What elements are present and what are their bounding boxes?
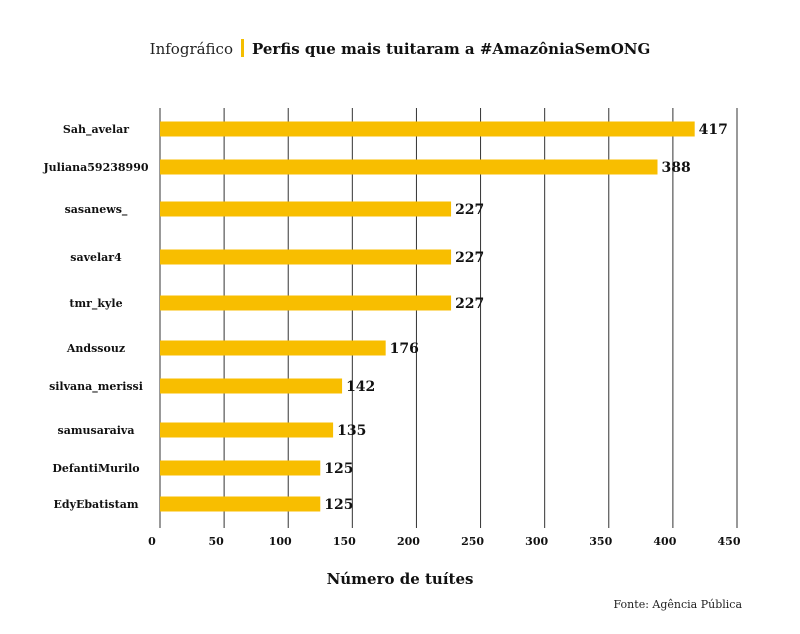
bar <box>160 159 658 175</box>
value-label: 388 <box>662 160 691 176</box>
bar <box>160 496 321 512</box>
category-label: silvana_merissi <box>49 380 143 394</box>
x-tick-label: 200 <box>397 535 420 548</box>
x-tick-label: 150 <box>333 535 356 548</box>
value-label: 417 <box>699 122 728 138</box>
bar <box>160 201 452 217</box>
bar <box>160 460 321 476</box>
source-note: Fonte: Agência Pública <box>613 598 742 611</box>
header-kicker: Infográfico <box>149 40 233 58</box>
header-separator <box>241 39 244 57</box>
category-label: tmr_kyle <box>69 297 122 311</box>
x-tick-label: 0 <box>148 535 156 548</box>
bar <box>160 422 334 438</box>
category-label: sasanews_ <box>65 203 128 217</box>
bar <box>160 249 452 265</box>
chart-header: Infográfico Perfis que mais tuitaram a #A… <box>0 38 800 60</box>
category-label: DefantiMurilo <box>52 462 139 475</box>
bars <box>160 121 695 512</box>
x-tick-label: 50 <box>208 535 224 548</box>
bar <box>160 121 695 137</box>
value-label: 142 <box>346 379 375 395</box>
category-labels: Sah_avelar Juliana59238990 sasanews_savela… <box>42 123 148 511</box>
x-tick-label: 100 <box>269 535 292 548</box>
category-label: Juliana59238990 <box>42 161 148 174</box>
value-label: 227 <box>455 296 484 312</box>
x-tick-label: 350 <box>589 535 612 548</box>
x-tick-label: 300 <box>525 535 548 548</box>
value-label: 125 <box>324 461 353 477</box>
grid-lines <box>159 108 738 528</box>
value-label: 125 <box>324 497 353 513</box>
category-label: Sah_avelar <box>63 123 129 137</box>
bar <box>160 295 452 311</box>
value-label: 227 <box>455 250 484 266</box>
x-tick-label: 250 <box>461 535 484 548</box>
category-label: EdyEbatistam <box>54 498 139 511</box>
value-label: 227 <box>455 202 484 218</box>
chart-title: Perfis que mais tuitaram a #AmazôniaSemO… <box>252 40 651 58</box>
x-tick-label: 400 <box>653 535 676 548</box>
value-labels: 417 388 227 227 227 176 142 135 125 125 <box>324 122 728 513</box>
category-label: samusaraiva <box>58 424 135 437</box>
value-label: 135 <box>337 423 366 439</box>
category-label: savelar4 <box>70 251 122 264</box>
bar <box>160 340 386 356</box>
category-label: Andssouz <box>66 342 125 355</box>
x-axis-label: Número de tuítes <box>326 570 474 588</box>
x-tick-label: 450 <box>718 535 741 548</box>
value-label: 176 <box>390 341 419 357</box>
bar <box>160 378 343 394</box>
x-tick-labels: 0 50 100 150 200 250 300 350 400 450 <box>148 535 741 548</box>
